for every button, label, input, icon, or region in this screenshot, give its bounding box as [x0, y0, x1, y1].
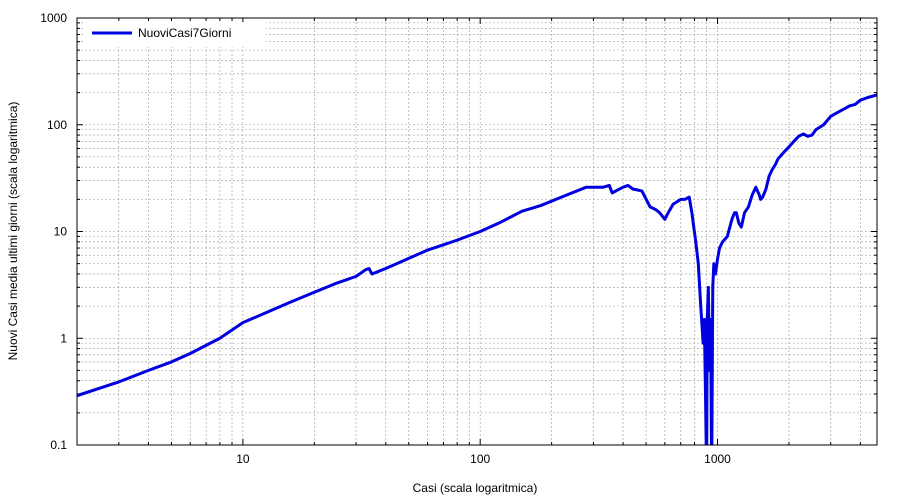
x-tick-label: 1000: [704, 452, 731, 466]
legend-label: NuoviCasi7Giorni: [138, 26, 231, 40]
x-axis-label: Casi (scala logaritmica): [413, 481, 538, 495]
y-tick-label: 100: [47, 118, 67, 132]
series-line: [77, 93, 877, 445]
x-tick-label: 100: [470, 452, 490, 466]
series-layer: [77, 93, 877, 445]
y-axis-label: Nuovi Casi media ultimi giorni (scala lo…: [6, 102, 20, 361]
legend: NuoviCasi7Giorni: [84, 22, 266, 47]
y-tick-label: 1: [60, 331, 67, 345]
x-tick-label: 10: [236, 452, 250, 466]
plot-frame: [76, 17, 878, 446]
y-tick-label: 0.1: [50, 438, 67, 452]
y-tick-label: 1000: [40, 11, 67, 25]
y-tick-label: 10: [54, 225, 68, 239]
